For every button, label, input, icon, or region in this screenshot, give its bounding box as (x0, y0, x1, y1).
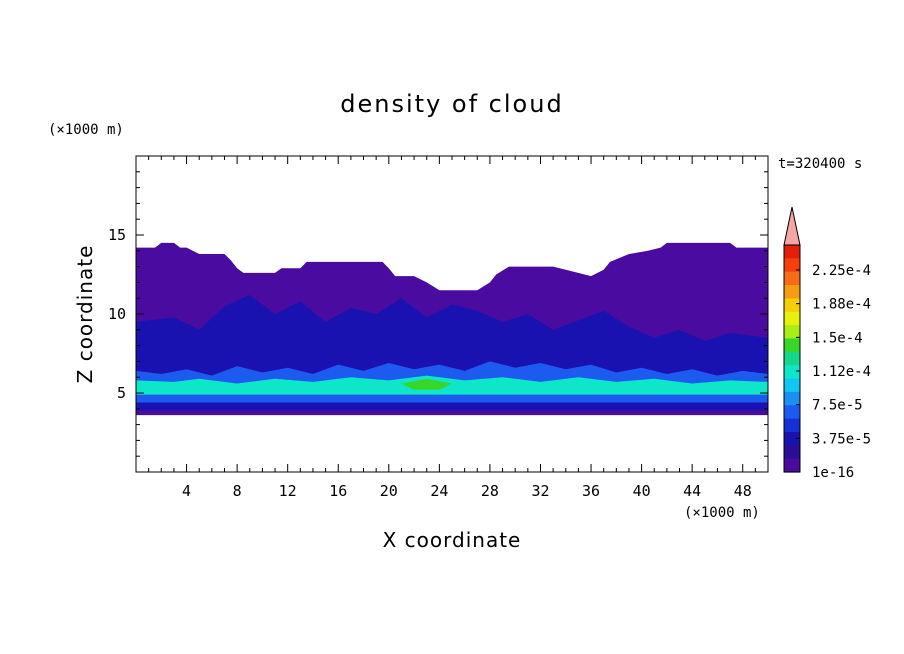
colorbar-segment (784, 311, 800, 326)
x-tick-label: 20 (380, 482, 398, 500)
y-tick-label: 15 (108, 226, 126, 244)
x-axis-label: X coordinate (383, 528, 522, 552)
colorbar-segment (784, 431, 800, 446)
colorbar-label: 1.12e-4 (812, 364, 871, 380)
colorbar-segment (784, 258, 800, 273)
colorbar-segment (784, 271, 800, 286)
colorbar-segment (784, 418, 800, 433)
x-tick-label: 16 (329, 482, 347, 500)
colorbar: 2.25e-4 1.88e-4 1.5e-4 1.12e-4 7.5e-5 3.75e-5… (783, 206, 871, 481)
colorbar-segment (784, 285, 800, 300)
contour-layer-4 (136, 375, 768, 395)
x-tick-label: 44 (683, 482, 701, 500)
x-tick-label: 12 (279, 482, 297, 500)
colorbar-label: 1e-16 (812, 465, 854, 481)
contour-layers (136, 242, 768, 416)
x-tick-label: 36 (582, 482, 600, 500)
colorbar-label: 3.75e-5 (812, 431, 871, 447)
colorbar-segment (784, 458, 800, 473)
x-tick-label: 48 (734, 482, 752, 500)
colorbar-segment (784, 445, 800, 460)
colorbar-segment (784, 351, 800, 366)
x-axis-unit: (×1000 m) (684, 505, 760, 521)
colorbar-segment (784, 365, 800, 380)
y-axis-unit: (×1000 m) (48, 122, 124, 138)
chart-title: density of cloud (340, 90, 563, 118)
y-axis-label: Z coordinate (73, 245, 97, 384)
colorbar-segment (784, 245, 800, 259)
colorbar-segment (784, 298, 800, 313)
contour-layer-5 (401, 378, 452, 390)
colorbar-label: 2.25e-4 (812, 263, 871, 279)
x-tick-label: 28 (481, 482, 499, 500)
colorbar-segment (784, 405, 800, 420)
x-tick-label: 8 (233, 482, 242, 500)
colorbar-extend-arrow (783, 206, 801, 246)
y-axis: 5 10 15 (108, 171, 768, 457)
x-tick-label: 24 (430, 482, 448, 500)
colorbar-label: 1.88e-4 (812, 297, 871, 313)
colorbar-segment (784, 338, 800, 353)
x-tick-label: 32 (531, 482, 549, 500)
colorbar-frame (783, 244, 801, 473)
time-label: t=320400 s (778, 156, 862, 172)
y-tick-label: 10 (108, 305, 126, 323)
colorbar-label: 1.5e-4 (812, 330, 863, 346)
y-tick-label: 5 (117, 384, 126, 402)
colorbar-segment (784, 325, 800, 340)
x-tick-label: 4 (182, 482, 191, 500)
colorbar-segment (784, 391, 800, 406)
x-axis: 4 8 12 16 20 24 28 32 36 40 44 48 (148, 156, 756, 500)
x-tick-label: 40 (633, 482, 651, 500)
colorbar-segment (784, 378, 800, 393)
colorbar-label: 7.5e-5 (812, 398, 863, 414)
